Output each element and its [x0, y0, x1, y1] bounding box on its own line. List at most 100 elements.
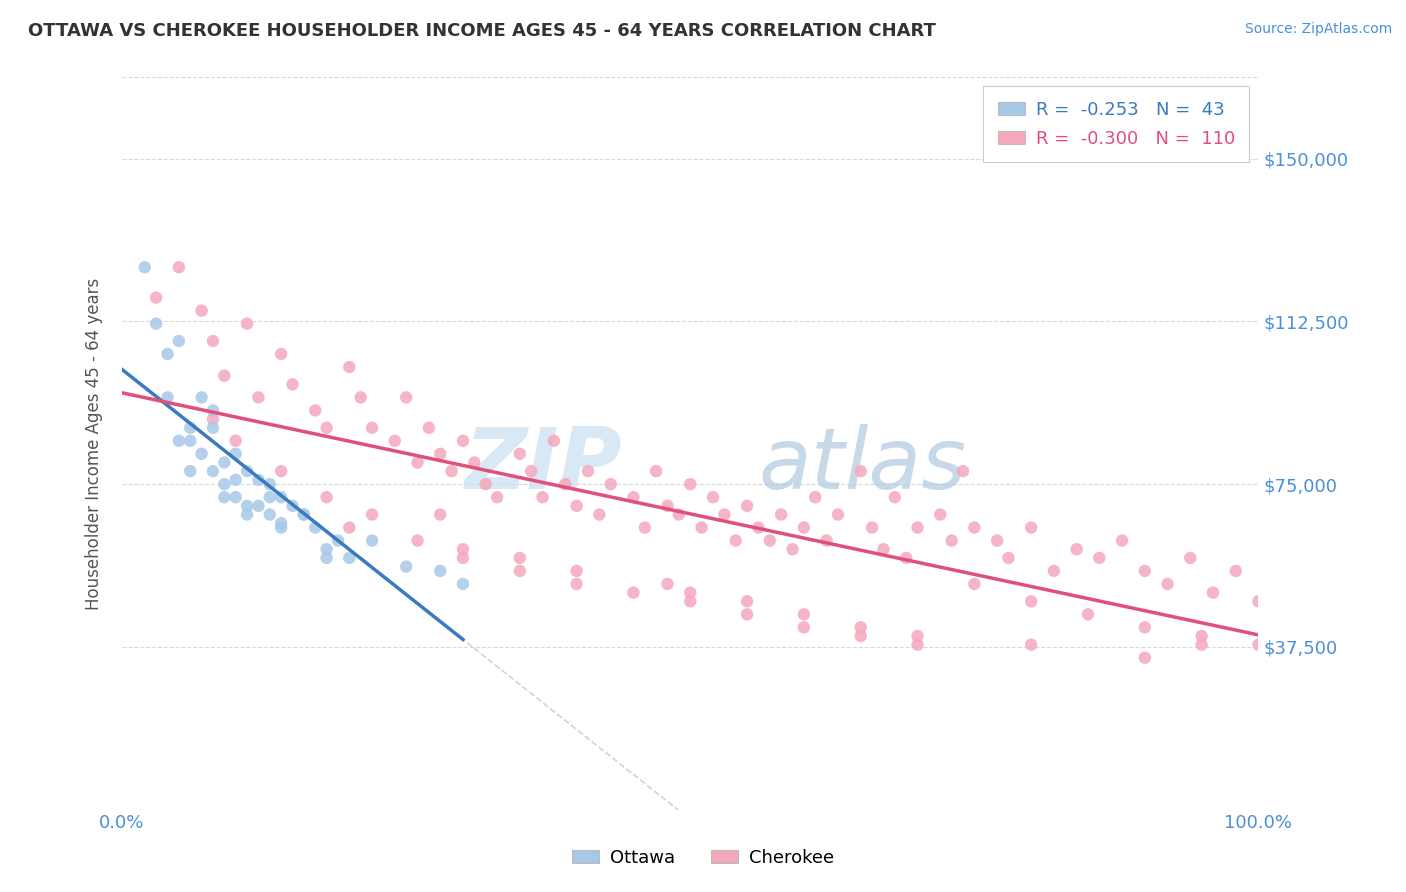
Point — [259, 477, 281, 491]
Point — [1066, 542, 1088, 557]
Point — [247, 499, 270, 513]
Point — [849, 620, 872, 634]
Point — [588, 508, 610, 522]
Point — [315, 490, 337, 504]
Point — [997, 550, 1019, 565]
Point — [190, 447, 212, 461]
Point — [440, 464, 463, 478]
Point — [929, 508, 952, 522]
Point — [214, 455, 236, 469]
Point — [599, 477, 621, 491]
Point — [225, 434, 247, 448]
Point — [179, 421, 201, 435]
Point — [179, 434, 201, 448]
Point — [315, 550, 337, 565]
Point — [361, 533, 384, 548]
Point — [337, 550, 360, 565]
Point — [645, 464, 668, 478]
Point — [735, 594, 758, 608]
Point — [270, 464, 292, 478]
Legend: Ottawa, Cherokee: Ottawa, Cherokee — [565, 842, 841, 874]
Point — [849, 629, 872, 643]
Point — [247, 391, 270, 405]
Point — [702, 490, 724, 504]
Point — [259, 490, 281, 504]
Point — [735, 499, 758, 513]
Point — [907, 520, 929, 534]
Point — [214, 477, 236, 491]
Point — [214, 368, 236, 383]
Point — [429, 508, 451, 522]
Point — [520, 464, 543, 478]
Point — [315, 421, 337, 435]
Point — [167, 434, 190, 448]
Point — [679, 594, 702, 608]
Point — [292, 508, 315, 522]
Point — [1156, 577, 1178, 591]
Point — [190, 303, 212, 318]
Point — [883, 490, 905, 504]
Point — [1191, 629, 1213, 643]
Point — [657, 577, 679, 591]
Point — [451, 550, 474, 565]
Point — [451, 542, 474, 557]
Point — [827, 508, 849, 522]
Point — [759, 533, 782, 548]
Point — [201, 334, 224, 348]
Point — [1088, 550, 1111, 565]
Point — [406, 533, 429, 548]
Point — [236, 317, 259, 331]
Point — [747, 520, 769, 534]
Point — [531, 490, 554, 504]
Point — [679, 585, 702, 599]
Point — [793, 607, 815, 622]
Point — [1019, 594, 1042, 608]
Point — [418, 421, 440, 435]
Point — [270, 516, 292, 531]
Point — [145, 317, 167, 331]
Point — [1202, 585, 1225, 599]
Point — [565, 577, 588, 591]
Point — [270, 520, 292, 534]
Point — [896, 550, 918, 565]
Point — [201, 412, 224, 426]
Point — [214, 490, 236, 504]
Point — [690, 520, 713, 534]
Point — [201, 464, 224, 478]
Point — [1225, 564, 1247, 578]
Point — [361, 421, 384, 435]
Point — [849, 464, 872, 478]
Point — [315, 542, 337, 557]
Point — [952, 464, 974, 478]
Point — [225, 473, 247, 487]
Point — [782, 542, 804, 557]
Text: ZIP: ZIP — [464, 424, 621, 507]
Point — [509, 564, 531, 578]
Point — [225, 490, 247, 504]
Point — [486, 490, 509, 504]
Point — [270, 490, 292, 504]
Point — [804, 490, 827, 504]
Point — [724, 533, 747, 548]
Point — [270, 347, 292, 361]
Point — [576, 464, 599, 478]
Point — [986, 533, 1008, 548]
Point — [337, 359, 360, 374]
Point — [634, 520, 657, 534]
Point — [395, 559, 418, 574]
Point — [657, 499, 679, 513]
Point — [406, 455, 429, 469]
Point — [1043, 564, 1066, 578]
Point — [190, 391, 212, 405]
Point — [1133, 650, 1156, 665]
Point — [1247, 638, 1270, 652]
Point — [963, 577, 986, 591]
Point — [134, 260, 156, 275]
Point — [623, 490, 645, 504]
Point — [350, 391, 373, 405]
Text: Source: ZipAtlas.com: Source: ZipAtlas.com — [1244, 22, 1392, 37]
Point — [145, 291, 167, 305]
Point — [429, 564, 451, 578]
Point — [474, 477, 496, 491]
Point — [156, 347, 179, 361]
